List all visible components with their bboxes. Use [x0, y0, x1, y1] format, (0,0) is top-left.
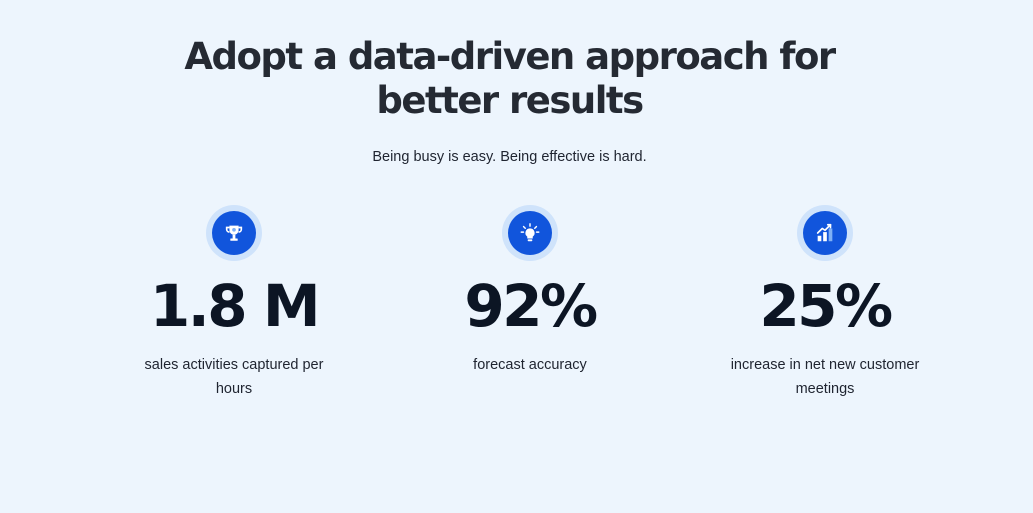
stat-card-sales-activities: 1.8 M sales activities captured per hour…: [114, 205, 354, 401]
section-heading-line1: Adopt a data-driven approach for: [184, 35, 836, 78]
stat-description: increase in net new customer meetings: [730, 357, 920, 397]
stat-description: forecast accuracy: [473, 357, 587, 373]
section-subtitle: Being busy is easy. Being effective is h…: [372, 149, 647, 165]
stat-value: 1.8 M: [149, 272, 321, 340]
stat-value: 25%: [759, 272, 893, 340]
lightbulb-icon: [502, 205, 558, 261]
growth-chart-icon: [797, 205, 853, 261]
stat-card-forecast-accuracy: 92% forecast accuracy: [410, 205, 650, 377]
stat-value: 92%: [464, 272, 598, 340]
stat-description: sales activities captured per hours: [144, 357, 324, 397]
trophy-icon: [206, 205, 262, 261]
section-heading-line2: better results: [376, 79, 644, 122]
stat-card-customer-meetings: 25% increase in net new customer meeting…: [705, 205, 945, 401]
